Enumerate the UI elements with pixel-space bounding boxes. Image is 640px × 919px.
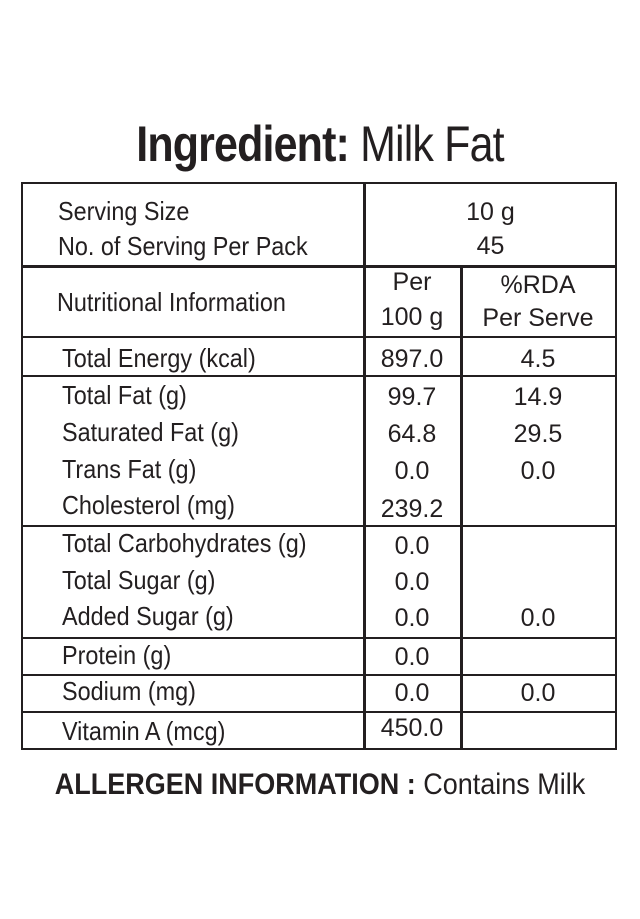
per-100g-value: 0.0 — [394, 568, 430, 596]
per-100g-value: 0.0 — [394, 679, 430, 707]
per-100g-value: 99.7 — [387, 383, 437, 411]
per-100g-header-line2: 100 g — [380, 303, 444, 331]
nutrient-label: Sodium (mg) — [62, 676, 196, 706]
nutrition-header-label: Nutritional Information — [57, 287, 286, 317]
title-prefix: Ingredient: — [136, 116, 350, 172]
serving-size-value: 10 g — [466, 198, 515, 226]
per-100g-value: 450.0 — [380, 714, 444, 742]
per-100g-value: 0.0 — [394, 532, 430, 560]
rda-value: 29.5 — [513, 420, 563, 448]
allergen-value: Contains Milk — [423, 768, 586, 801]
nutrition-table — [21, 182, 617, 750]
table-divider — [23, 637, 615, 639]
table-divider — [23, 525, 615, 527]
rda-header-line2: Per Serve — [482, 304, 594, 332]
per-100g-header-line1: Per — [392, 268, 432, 296]
allergen-label: ALLERGEN INFORMATION : — [54, 768, 416, 801]
nutrient-label: Cholesterol (mg) — [62, 490, 235, 520]
per-100g-value: 0.0 — [394, 604, 430, 632]
rda-header-line1: %RDA — [500, 271, 576, 299]
rda-value: 14.9 — [513, 383, 563, 411]
nutrient-label: Trans Fat (g) — [62, 454, 197, 484]
table-divider — [23, 265, 615, 268]
servings-per-pack-label: No. of Serving Per Pack — [58, 231, 308, 261]
serving-size-label: Serving Size — [58, 196, 190, 226]
per-100g-value: 0.0 — [394, 643, 430, 671]
rda-value: 4.5 — [520, 345, 556, 373]
allergen-info: ALLERGEN INFORMATION : Contains Milk — [32, 766, 608, 804]
table-divider — [23, 375, 615, 377]
rda-value: 0.0 — [520, 679, 556, 707]
rda-value: 0.0 — [520, 604, 556, 632]
column-divider — [460, 266, 463, 748]
nutrient-label: Total Fat (g) — [62, 380, 187, 410]
title-ingredient-name: Milk Fat — [360, 116, 504, 172]
per-100g-value: 64.8 — [387, 420, 437, 448]
column-divider — [363, 184, 366, 748]
nutrient-label: Saturated Fat (g) — [62, 417, 239, 447]
table-divider — [23, 711, 615, 713]
rda-value: 0.0 — [520, 457, 556, 485]
servings-per-pack-value: 45 — [476, 232, 505, 260]
nutrient-label: Added Sugar (g) — [62, 601, 234, 631]
nutrient-label: Total Carbohydrates (g) — [62, 528, 307, 558]
per-100g-value: 0.0 — [394, 457, 430, 485]
nutrient-label: Total Energy (kcal) — [62, 343, 256, 373]
nutrient-label: Protein (g) — [62, 640, 172, 670]
per-100g-value: 239.2 — [380, 495, 444, 523]
nutrient-label: Vitamin A (mcg) — [62, 716, 226, 746]
page-title: Ingredient: Milk Fat — [45, 112, 595, 176]
per-100g-value: 897.0 — [380, 345, 444, 373]
nutrient-label: Total Sugar (g) — [62, 565, 216, 595]
table-divider — [23, 336, 615, 338]
table-divider — [23, 674, 615, 676]
